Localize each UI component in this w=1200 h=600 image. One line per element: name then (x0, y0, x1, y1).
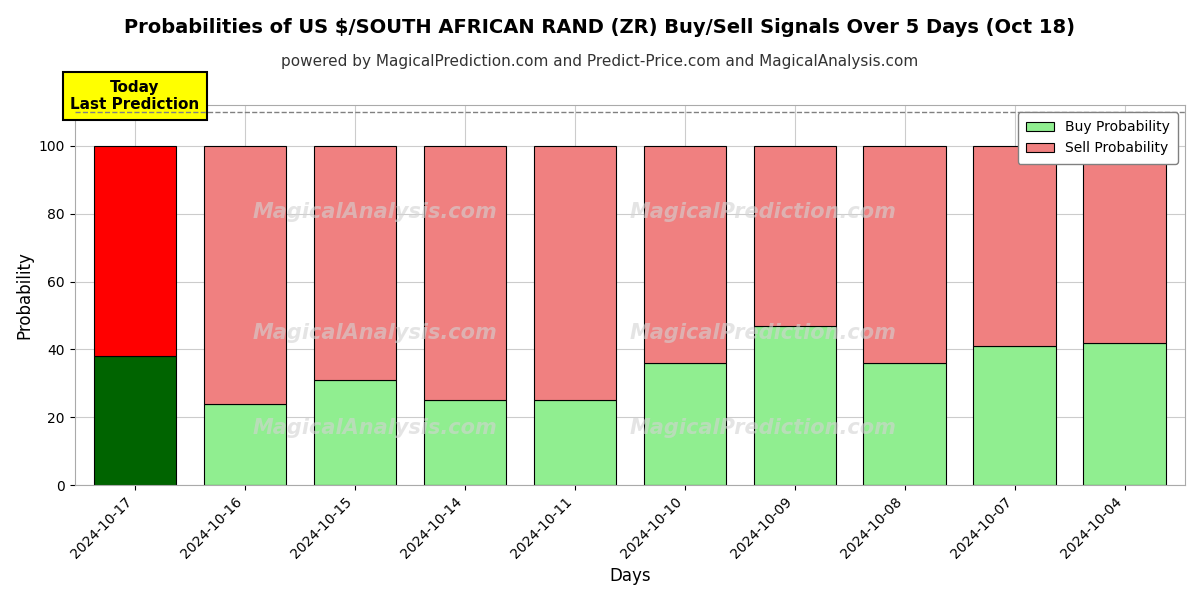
Bar (643, 146, 726, 363)
Text: powered by MagicalPrediction.com and Predict-Price.com and MagicalAnalysis.com: powered by MagicalPrediction.com and Pre… (281, 54, 919, 69)
Text: MagicalAnalysis.com: MagicalAnalysis.com (252, 202, 497, 221)
Bar (313, 146, 396, 380)
Text: Probabilities of US $/SOUTH AFRICAN RAND (ZR) Buy/Sell Signals Over 5 Days (Oct : Probabilities of US $/SOUTH AFRICAN RAND… (125, 18, 1075, 37)
Bar (1084, 343, 1165, 485)
Bar (754, 146, 836, 326)
Text: Today
Last Prediction: Today Last Prediction (71, 80, 199, 112)
X-axis label: Days: Days (610, 567, 650, 585)
Bar (534, 146, 616, 400)
Bar (313, 380, 396, 485)
Text: MagicalPrediction.com: MagicalPrediction.com (630, 418, 896, 438)
Text: MagicalPrediction.com: MagicalPrediction.com (630, 323, 896, 343)
Bar (973, 346, 1056, 485)
Bar (643, 363, 726, 485)
Bar (864, 363, 946, 485)
Bar (864, 146, 946, 363)
Y-axis label: Probability: Probability (16, 251, 34, 339)
Bar (424, 400, 506, 485)
Legend: Buy Probability, Sell Probability: Buy Probability, Sell Probability (1018, 112, 1178, 164)
Text: MagicalAnalysis.com: MagicalAnalysis.com (252, 323, 497, 343)
Bar (1084, 146, 1165, 343)
Bar (973, 146, 1056, 346)
Bar (94, 146, 176, 356)
Bar (204, 146, 287, 404)
Bar (424, 146, 506, 400)
Bar (204, 404, 287, 485)
Bar (94, 356, 176, 485)
Bar (754, 326, 836, 485)
Text: MagicalPrediction.com: MagicalPrediction.com (630, 202, 896, 221)
Bar (534, 400, 616, 485)
Text: MagicalAnalysis.com: MagicalAnalysis.com (252, 418, 497, 438)
